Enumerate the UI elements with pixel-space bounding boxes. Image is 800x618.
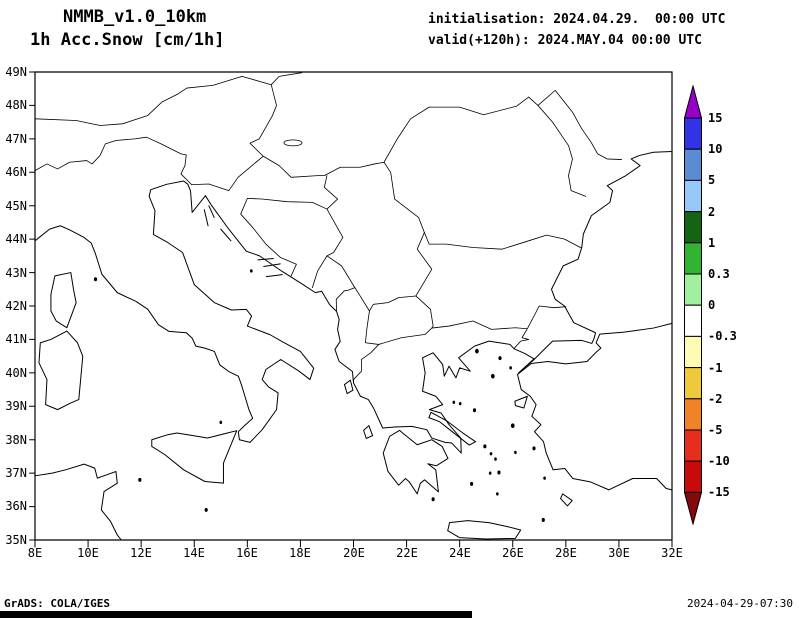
colorbar-segment: [684, 211, 702, 244]
map-canvas: [35, 72, 672, 540]
colorbar-label: -15: [708, 485, 730, 499]
colorbar-label: -1: [708, 361, 723, 375]
colorbar-arrow-bottom: [684, 491, 702, 525]
model-title: NMMB_v1.0_10km: [63, 7, 207, 27]
colorbar-label: 5: [708, 173, 716, 187]
lat-label: 45N: [5, 199, 27, 213]
lat-label: 42N: [5, 299, 27, 313]
lat-label: 39N: [5, 399, 27, 413]
colorbar-label: 2: [708, 205, 716, 219]
lat-label: 36N: [5, 499, 27, 513]
lon-label: 30E: [608, 546, 630, 560]
lat-label: 48N: [5, 98, 27, 112]
colorbar-svg: [684, 85, 702, 525]
lon-axis: 8E 10E 12E 14E 16E 18E 20E 22E 24E 26E 2…: [28, 546, 683, 560]
lat-label: 35N: [5, 533, 27, 547]
lat-label: 44N: [5, 232, 27, 246]
lat-axis: 49N 48N 47N 46N 45N 44N 43N 42N 41N 40N …: [0, 65, 30, 547]
lat-label: 43N: [5, 266, 27, 280]
lat-label: 47N: [5, 132, 27, 146]
map-svg: [35, 72, 672, 540]
lon-label: 22E: [396, 546, 418, 560]
field-title: 1h Acc.Snow [cm/1h]: [30, 30, 225, 50]
valid-time: valid(+120h): 2024.MAY.04 00:00 UTC: [428, 33, 702, 48]
colorbar-arrow-top: [684, 85, 702, 119]
footer-timestamp: 2024-04-29-07:30: [687, 597, 793, 610]
colorbar-segment: [684, 273, 702, 306]
header-left: NMMB_v1.0_10km 1h Acc.Snow [cm/1h]: [30, 6, 224, 52]
lon-label: 20E: [343, 546, 365, 560]
lat-label: 41N: [5, 332, 27, 346]
colorbar-segment: [684, 367, 702, 400]
lat-label: 49N: [5, 65, 27, 79]
colorbar-segment: [684, 179, 702, 213]
bottom-bar: [0, 611, 472, 618]
colorbar-label: -2: [708, 392, 723, 406]
colorbar-segment: [684, 398, 702, 431]
lat-label: 46N: [5, 165, 27, 179]
lat-label: 37N: [5, 466, 27, 480]
colorbar-segment: [684, 460, 702, 493]
lon-label: 10E: [77, 546, 99, 560]
colorbar-segment: [684, 335, 702, 369]
lon-label: 14E: [183, 546, 205, 560]
border-layer: [35, 73, 622, 383]
colorbar-label: 0: [708, 298, 716, 312]
colorbar-label: -10: [708, 454, 730, 468]
colorbar-label: 10: [708, 142, 723, 156]
colorbar-label: -0.3: [708, 329, 737, 343]
colorbar-label: 15: [708, 111, 723, 125]
colorbar-segment: [684, 242, 702, 275]
lat-label: 40N: [5, 366, 27, 380]
init-time: initialisation: 2024.04.29. 00:00 UTC: [428, 12, 726, 27]
lon-label: 8E: [27, 546, 43, 560]
lon-label: 12E: [130, 546, 152, 560]
colorbar-segment: [684, 148, 702, 181]
header-right: initialisation: 2024.04.29. 00:00 UTC va…: [428, 9, 725, 51]
colorbar-segment: [684, 117, 702, 150]
colorbar-segment: [684, 429, 702, 462]
colorbar-label: 1: [708, 236, 716, 250]
lon-label: 26E: [502, 546, 524, 560]
colorbar-segment: [684, 304, 702, 337]
coastline-layer: [35, 152, 672, 540]
colorbar-label: 0.3: [708, 267, 730, 281]
map-frame: [29, 72, 672, 547]
lon-label: 28E: [555, 546, 577, 560]
lon-label: 18E: [289, 546, 311, 560]
lat-label: 38N: [5, 433, 27, 447]
lon-label: 24E: [449, 546, 471, 560]
lon-label: 16E: [236, 546, 258, 560]
footer-credit: GrADS: COLA/IGES: [4, 597, 110, 610]
colorbar: 15 10 5 2 1 0.3 0 -0.3 -1 -2 -5 -10 -15: [684, 85, 760, 525]
colorbar-label: -5: [708, 423, 723, 437]
lon-label: 32E: [661, 546, 683, 560]
